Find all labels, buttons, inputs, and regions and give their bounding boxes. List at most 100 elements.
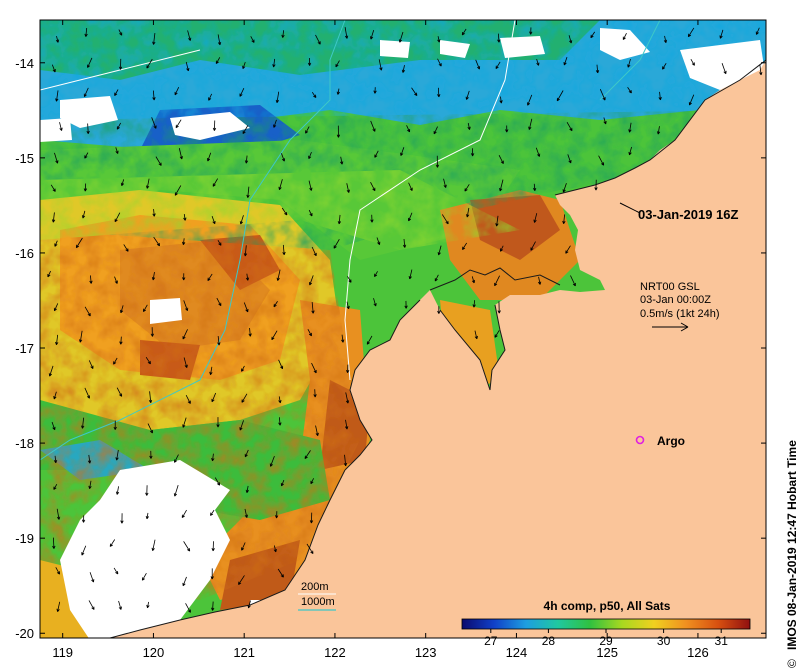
current-vector (400, 147, 405, 156)
current-vector (83, 183, 88, 192)
current-vector (145, 512, 150, 520)
current-vector (211, 601, 215, 611)
current-vector (278, 359, 284, 370)
current-vector (532, 183, 537, 191)
current-vector (239, 215, 244, 225)
current-vector (441, 214, 449, 225)
current-vector (178, 148, 183, 160)
current-vector (310, 478, 314, 485)
current-vector (721, 63, 727, 75)
current-vector (595, 64, 600, 74)
current-vector (152, 32, 156, 45)
current-vector (114, 276, 118, 284)
current-vector (622, 33, 627, 41)
current-vector (210, 568, 214, 580)
current-vector (175, 119, 182, 129)
current-vector (48, 365, 54, 377)
current-vector (464, 184, 470, 192)
current-vector (53, 303, 59, 312)
current-vector (212, 178, 219, 187)
current-vector (243, 245, 248, 257)
current-vector (151, 271, 156, 281)
current-vector (53, 483, 58, 490)
current-vector (88, 480, 92, 489)
current-vector (308, 151, 312, 160)
current-vector (408, 269, 413, 280)
contour-200m (344, 20, 516, 381)
current-vector (244, 508, 248, 518)
current-vector (437, 245, 442, 256)
current-vector (662, 63, 667, 70)
current-vector (443, 178, 447, 188)
current-vector (474, 330, 478, 340)
current-vector (628, 146, 632, 156)
current-vector (187, 30, 192, 41)
current-vector (185, 603, 191, 613)
lat-tick-label: -18 (15, 436, 34, 451)
current-vector (241, 365, 245, 372)
current-vector (370, 182, 376, 192)
current-vector (173, 484, 179, 497)
current-vector (182, 417, 187, 428)
current-vector (75, 237, 83, 249)
current-vector (142, 304, 148, 312)
current-vector (120, 179, 125, 187)
current-vector (376, 237, 381, 245)
current-vector (307, 58, 312, 66)
current-vector (183, 357, 188, 368)
current-vector (435, 155, 440, 168)
current-vector (494, 275, 500, 287)
current-vector (88, 360, 94, 369)
current-vector (603, 117, 607, 125)
current-vector (373, 298, 377, 307)
current-vector (315, 425, 319, 437)
lon-tick-label: 125 (596, 645, 618, 660)
current-vector (275, 91, 280, 103)
lat-tick-label: -16 (15, 246, 34, 261)
current-vector (563, 57, 568, 66)
current-vector (347, 276, 352, 283)
current-vector (690, 58, 695, 66)
current-vector (79, 330, 83, 343)
current-vector (211, 215, 216, 225)
current-vector (499, 96, 503, 104)
current-vector (273, 545, 277, 553)
current-vector (81, 515, 86, 523)
argo-marker-icon (635, 435, 645, 445)
current-vector (344, 27, 349, 39)
current-vector (335, 60, 340, 68)
current-vector (370, 120, 376, 132)
current-vector (146, 601, 150, 609)
current-vector (276, 269, 281, 281)
current-vector (269, 456, 275, 467)
current-vector (570, 275, 576, 287)
current-vector (118, 58, 123, 70)
current-vector (209, 366, 213, 376)
current-vector (53, 455, 58, 464)
current-vector (404, 300, 408, 309)
current-vector (55, 35, 60, 43)
current-vector (346, 301, 350, 310)
current-vector (311, 302, 315, 314)
current-vector (343, 454, 348, 467)
lon-tick-label: 121 (233, 645, 255, 660)
current-vector (281, 153, 286, 162)
current-vector (208, 93, 213, 101)
current-vector (146, 58, 153, 69)
current-vector (461, 28, 467, 36)
current-vector (308, 275, 314, 286)
current-vector (273, 301, 278, 308)
current-vector (374, 271, 378, 277)
current-vector (627, 58, 631, 68)
bathymetry-legend: 200m 1000m (298, 581, 336, 611)
current-vector (211, 453, 215, 462)
current-vector (147, 423, 153, 434)
current-vector (55, 90, 59, 102)
current-vector (120, 513, 124, 524)
argo-label: Argo (657, 434, 685, 448)
colorbar-tick-label: 30 (657, 634, 671, 648)
current-vector (84, 306, 91, 317)
lat-tick-label: -19 (15, 531, 34, 546)
current-vector (51, 212, 56, 223)
current-vector (308, 209, 313, 217)
